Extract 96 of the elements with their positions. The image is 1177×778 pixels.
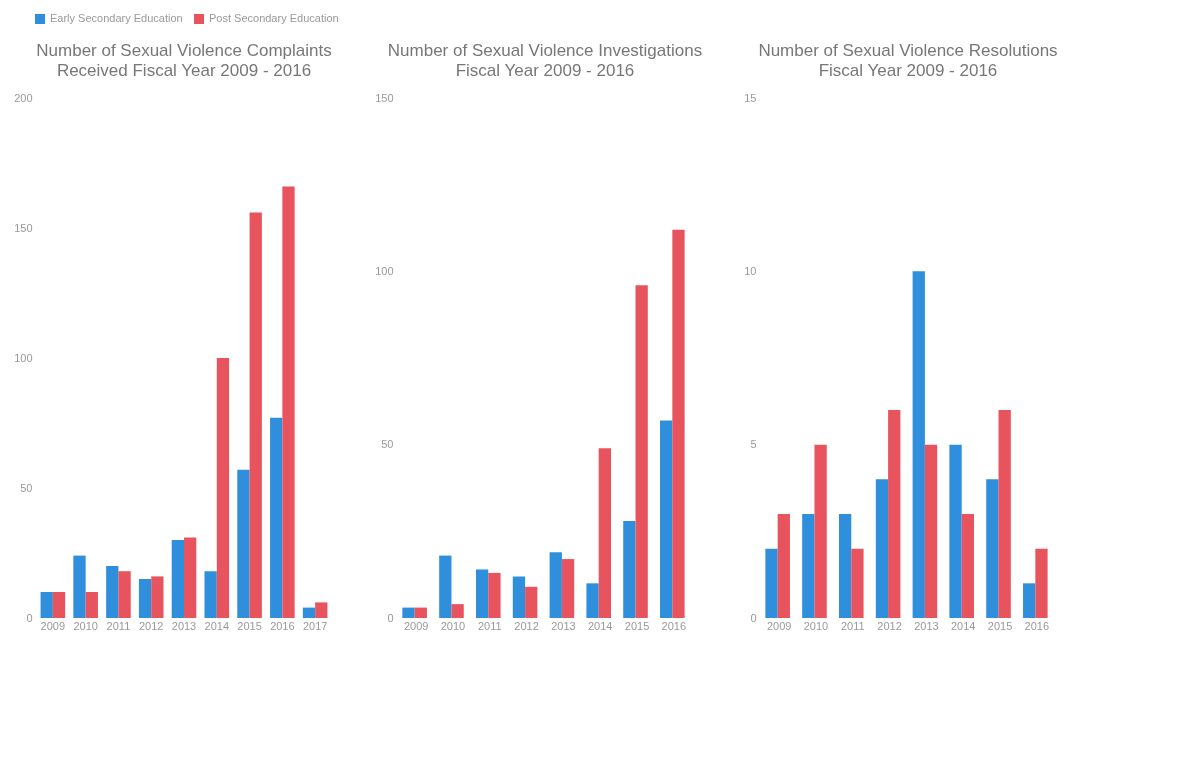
bar [912, 271, 925, 618]
bar [875, 479, 889, 618]
y-tick-label: 50 [20, 481, 33, 494]
bar [814, 444, 827, 618]
bar [73, 555, 86, 618]
bar [402, 607, 415, 618]
y-tick-label: 0 [387, 611, 394, 624]
chart-subtitle: Fiscal Year 2009 - 2016 [455, 61, 635, 80]
bar [561, 559, 575, 618]
chart-subtitle: Received Fiscal Year 2009 - 2016 [56, 61, 312, 80]
x-tick-label: 2016 [661, 619, 687, 632]
bar [118, 571, 131, 618]
bar [40, 592, 53, 618]
bar [851, 548, 864, 618]
bar [204, 571, 217, 618]
x-tick-label: 2014 [204, 619, 230, 632]
y-tick-label: 50 [381, 438, 394, 451]
x-tick-label: 2015 [237, 619, 262, 632]
x-tick-label: 2013 [551, 619, 576, 632]
bar [672, 229, 685, 618]
x-tick-label: 2009 [403, 619, 429, 632]
bar [586, 583, 599, 618]
y-tick-label: 0 [750, 611, 757, 624]
y-tick-label: 5 [750, 438, 757, 451]
y-tick-label: 200 [14, 91, 33, 104]
bar [838, 514, 852, 618]
x-tick-label: 2017 [302, 619, 328, 632]
bar [525, 586, 538, 618]
bar [439, 555, 452, 618]
bar [549, 552, 562, 618]
bar [151, 576, 164, 618]
bar [451, 604, 464, 618]
bar [765, 548, 778, 618]
y-tick-label: 100 [14, 351, 33, 364]
legend-label: Early Secondary Education [50, 12, 183, 24]
x-tick-label: 2012 [138, 619, 164, 632]
x-tick-label: 2011 [106, 619, 131, 632]
bar [635, 285, 648, 618]
x-tick-label: 2010 [440, 619, 466, 632]
y-tick-label: 10 [744, 264, 757, 277]
chart-subtitle: Fiscal Year 2009 - 2016 [818, 61, 998, 80]
bar [249, 212, 262, 618]
bar [660, 420, 673, 618]
bar [949, 444, 962, 618]
legend-label: Post Secondary Education [209, 12, 339, 24]
bar [998, 410, 1011, 618]
bar [1035, 548, 1048, 618]
bar [237, 469, 250, 618]
bar [924, 444, 938, 618]
x-tick-label: 2012 [877, 619, 902, 632]
bar [488, 572, 501, 618]
y-tick-label: 150 [375, 91, 394, 104]
bar [85, 592, 98, 618]
bar [302, 607, 316, 618]
x-tick-label: 2012 [514, 619, 539, 632]
x-tick-label: 2013 [171, 619, 197, 632]
bar [961, 514, 974, 618]
bar [598, 448, 611, 618]
bar [777, 514, 790, 618]
x-tick-label: 2010 [803, 619, 829, 632]
bar [270, 417, 283, 618]
bar [52, 592, 66, 618]
x-tick-label: 2009 [40, 619, 66, 632]
bar [802, 514, 815, 618]
bar [171, 540, 184, 618]
bar [106, 566, 119, 618]
bar [184, 537, 197, 618]
y-tick-label: 150 [14, 221, 33, 234]
bar [1023, 583, 1036, 618]
y-tick-label: 100 [375, 264, 394, 277]
bar [623, 520, 636, 618]
chart-title: Number of Sexual Violence Resolutions [758, 41, 1058, 60]
x-tick-label: 2016 [270, 619, 295, 632]
x-tick-label: 2014 [950, 619, 976, 632]
x-tick-label: 2015 [624, 619, 650, 632]
chart-title: Number of Sexual Violence Complaints [36, 41, 332, 60]
bar [138, 579, 152, 618]
bar [282, 186, 295, 618]
x-tick-label: 2011 [477, 619, 502, 632]
x-tick-label: 2009 [766, 619, 792, 632]
x-tick-label: 2011 [840, 619, 865, 632]
bar [315, 602, 328, 618]
bar [414, 607, 427, 618]
y-tick-label: 0 [26, 611, 33, 624]
x-tick-label: 2016 [1024, 619, 1050, 632]
bar [888, 410, 901, 618]
x-tick-label: 2015 [987, 619, 1013, 632]
x-tick-label: 2010 [73, 619, 98, 632]
chart-title: Number of Sexual Violence Investigations [387, 41, 703, 60]
bar [216, 358, 230, 618]
x-tick-label: 2013 [914, 619, 939, 632]
x-tick-label: 2014 [587, 619, 613, 632]
bar [986, 479, 999, 618]
y-tick-label: 15 [744, 91, 757, 104]
bar [475, 569, 489, 618]
bar [512, 576, 526, 618]
